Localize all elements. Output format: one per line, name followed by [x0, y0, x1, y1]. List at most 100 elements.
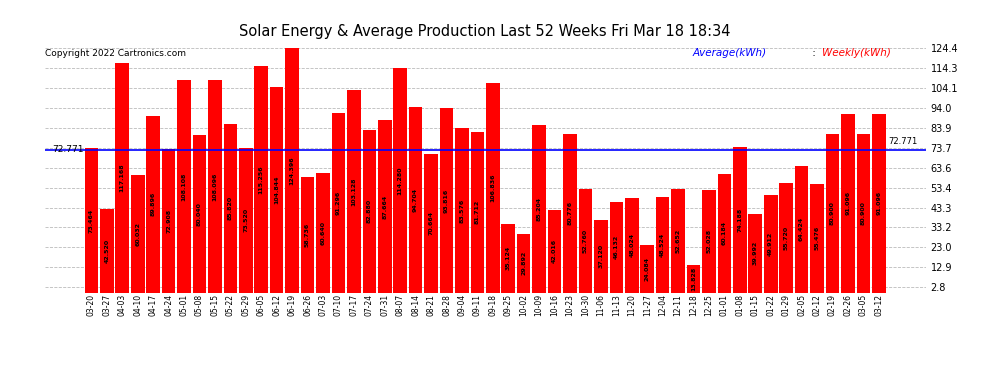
- Bar: [470, 132, 484, 292]
- Text: 87.664: 87.664: [382, 194, 387, 219]
- Text: 29.892: 29.892: [521, 251, 527, 275]
- Bar: [440, 108, 453, 292]
- Text: 85.820: 85.820: [228, 196, 233, 220]
- Bar: [161, 149, 175, 292]
- Bar: [718, 174, 732, 292]
- Text: 42.016: 42.016: [552, 239, 557, 263]
- Text: 52.760: 52.760: [583, 229, 588, 253]
- Text: 81.712: 81.712: [475, 200, 480, 224]
- Text: 60.032: 60.032: [136, 222, 141, 246]
- Bar: [702, 190, 716, 292]
- Bar: [378, 120, 391, 292]
- Bar: [347, 90, 360, 292]
- Bar: [270, 87, 283, 292]
- Text: 72.771: 72.771: [888, 137, 918, 146]
- Text: Weekly(kWh): Weekly(kWh): [822, 48, 891, 57]
- Text: 89.896: 89.896: [150, 192, 155, 216]
- Text: 60.184: 60.184: [722, 221, 727, 246]
- Text: 49.912: 49.912: [768, 231, 773, 256]
- Bar: [486, 83, 500, 292]
- Text: 94.704: 94.704: [413, 188, 418, 211]
- Text: 72.771: 72.771: [52, 145, 84, 154]
- Text: 48.524: 48.524: [660, 233, 665, 257]
- Bar: [733, 147, 746, 292]
- Text: 48.024: 48.024: [630, 233, 635, 257]
- Bar: [779, 183, 793, 292]
- Bar: [147, 116, 160, 292]
- Bar: [579, 189, 592, 292]
- Bar: [455, 129, 468, 292]
- Text: 106.836: 106.836: [490, 173, 495, 202]
- Bar: [502, 224, 515, 292]
- Bar: [425, 154, 438, 292]
- Text: 60.640: 60.640: [321, 221, 326, 245]
- Text: 35.124: 35.124: [506, 246, 511, 270]
- Bar: [764, 195, 777, 292]
- Text: 55.476: 55.476: [815, 226, 820, 250]
- Bar: [517, 234, 531, 292]
- Text: 42.520: 42.520: [104, 239, 109, 263]
- Bar: [856, 134, 870, 292]
- Text: 39.992: 39.992: [752, 241, 757, 266]
- Text: 104.844: 104.844: [274, 176, 279, 204]
- Bar: [826, 134, 840, 292]
- Bar: [687, 266, 700, 292]
- Text: 80.900: 80.900: [861, 201, 866, 225]
- Text: 80.900: 80.900: [830, 201, 835, 225]
- Text: 55.720: 55.720: [784, 226, 789, 250]
- Bar: [224, 124, 238, 292]
- Bar: [547, 210, 561, 292]
- Text: 85.204: 85.204: [537, 197, 542, 221]
- Text: 72.908: 72.908: [166, 209, 171, 233]
- Bar: [301, 177, 315, 292]
- Bar: [655, 197, 669, 292]
- Text: 117.168: 117.168: [120, 163, 125, 192]
- Text: 108.108: 108.108: [181, 172, 186, 201]
- Bar: [393, 68, 407, 292]
- Text: 80.776: 80.776: [567, 201, 572, 225]
- Bar: [625, 198, 639, 292]
- Text: 37.120: 37.120: [598, 244, 603, 268]
- Bar: [100, 209, 114, 292]
- Bar: [332, 113, 346, 292]
- Text: 58.736: 58.736: [305, 223, 310, 247]
- Text: 93.816: 93.816: [444, 188, 449, 213]
- Bar: [810, 184, 824, 292]
- Bar: [594, 220, 608, 292]
- Bar: [116, 63, 129, 292]
- Bar: [671, 189, 685, 292]
- Text: 115.256: 115.256: [258, 165, 263, 194]
- Bar: [533, 125, 545, 292]
- Text: 83.576: 83.576: [459, 198, 464, 223]
- Bar: [254, 66, 268, 292]
- Text: 52.028: 52.028: [707, 230, 712, 254]
- Title: Solar Energy & Average Production Last 52 Weeks Fri Mar 18 18:34: Solar Energy & Average Production Last 5…: [240, 24, 731, 39]
- Text: 91.096: 91.096: [845, 191, 850, 215]
- Text: 64.424: 64.424: [799, 217, 804, 242]
- Text: 91.096: 91.096: [876, 191, 881, 215]
- Text: Average(kWh): Average(kWh): [692, 48, 766, 57]
- Text: 91.296: 91.296: [336, 191, 341, 215]
- Bar: [563, 134, 577, 292]
- Text: 82.880: 82.880: [367, 199, 372, 223]
- Text: 46.132: 46.132: [614, 235, 619, 260]
- Bar: [208, 80, 222, 292]
- Text: 73.520: 73.520: [244, 208, 248, 232]
- Text: 108.096: 108.096: [213, 172, 218, 201]
- Bar: [610, 202, 623, 292]
- Text: 24.084: 24.084: [644, 257, 649, 281]
- Bar: [748, 214, 762, 292]
- Bar: [131, 175, 145, 292]
- Bar: [239, 148, 252, 292]
- Bar: [362, 130, 376, 292]
- Text: 74.188: 74.188: [738, 208, 742, 232]
- Text: 52.652: 52.652: [675, 229, 680, 253]
- Bar: [795, 166, 809, 292]
- Bar: [193, 135, 206, 292]
- Bar: [177, 80, 191, 292]
- Bar: [842, 114, 854, 292]
- Bar: [409, 106, 423, 292]
- Text: :: :: [810, 48, 820, 57]
- Text: 80.040: 80.040: [197, 202, 202, 226]
- Bar: [84, 148, 98, 292]
